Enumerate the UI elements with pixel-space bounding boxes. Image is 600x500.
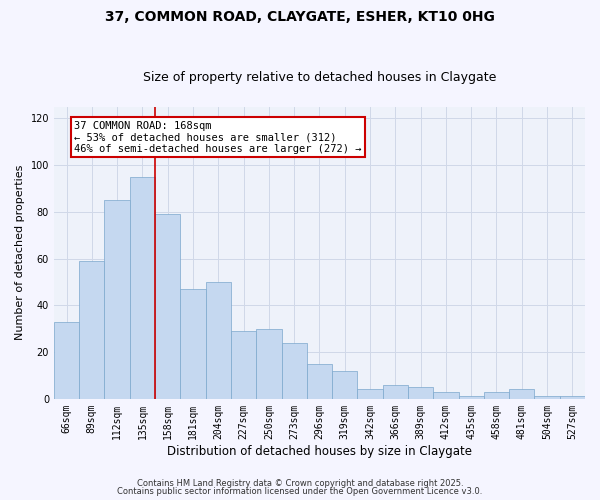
Bar bbox=[79, 261, 104, 399]
Bar bbox=[560, 396, 585, 399]
Bar bbox=[104, 200, 130, 399]
Bar bbox=[458, 396, 484, 399]
Text: 37, COMMON ROAD, CLAYGATE, ESHER, KT10 0HG: 37, COMMON ROAD, CLAYGATE, ESHER, KT10 0… bbox=[105, 10, 495, 24]
Bar bbox=[155, 214, 181, 399]
Bar bbox=[130, 176, 155, 399]
Text: Contains HM Land Registry data © Crown copyright and database right 2025.: Contains HM Land Registry data © Crown c… bbox=[137, 478, 463, 488]
Bar bbox=[509, 390, 535, 399]
Text: Contains public sector information licensed under the Open Government Licence v3: Contains public sector information licen… bbox=[118, 487, 482, 496]
Bar bbox=[433, 392, 458, 399]
Bar bbox=[181, 289, 206, 399]
Bar bbox=[54, 322, 79, 399]
Y-axis label: Number of detached properties: Number of detached properties bbox=[15, 165, 25, 340]
Title: Size of property relative to detached houses in Claygate: Size of property relative to detached ho… bbox=[143, 72, 496, 85]
Bar bbox=[332, 371, 358, 399]
Bar bbox=[408, 387, 433, 399]
Bar bbox=[256, 328, 281, 399]
Bar bbox=[358, 390, 383, 399]
Bar bbox=[231, 331, 256, 399]
Bar bbox=[307, 364, 332, 399]
X-axis label: Distribution of detached houses by size in Claygate: Distribution of detached houses by size … bbox=[167, 444, 472, 458]
Bar bbox=[206, 282, 231, 399]
Bar bbox=[484, 392, 509, 399]
Bar bbox=[535, 396, 560, 399]
Bar bbox=[383, 385, 408, 399]
Bar bbox=[281, 342, 307, 399]
Text: 37 COMMON ROAD: 168sqm
← 53% of detached houses are smaller (312)
46% of semi-de: 37 COMMON ROAD: 168sqm ← 53% of detached… bbox=[74, 120, 362, 154]
